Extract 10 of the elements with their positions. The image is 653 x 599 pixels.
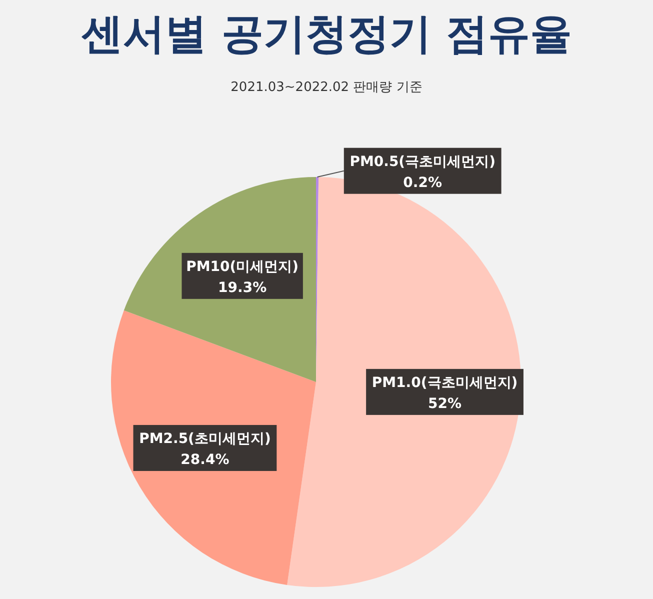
chart-title: 센서별 공기청정기 점유율 xyxy=(80,8,574,60)
data-label: 52% xyxy=(428,396,462,412)
slice-label: PM1.0(극초미세먼지) xyxy=(372,374,518,391)
data-label: 28.4% xyxy=(180,452,230,468)
data-label: 0.2% xyxy=(403,174,442,191)
slice-label: PM2.5(초미세먼지) xyxy=(139,430,271,447)
chart-subtitle: 2021.03~2022.02 판매량 기준 xyxy=(230,79,424,96)
slice-label: PM0.5(극초미세먼지) xyxy=(350,154,496,170)
slice-label: PM10(미세먼지) xyxy=(186,258,299,275)
data-label: 19.3% xyxy=(218,280,267,296)
